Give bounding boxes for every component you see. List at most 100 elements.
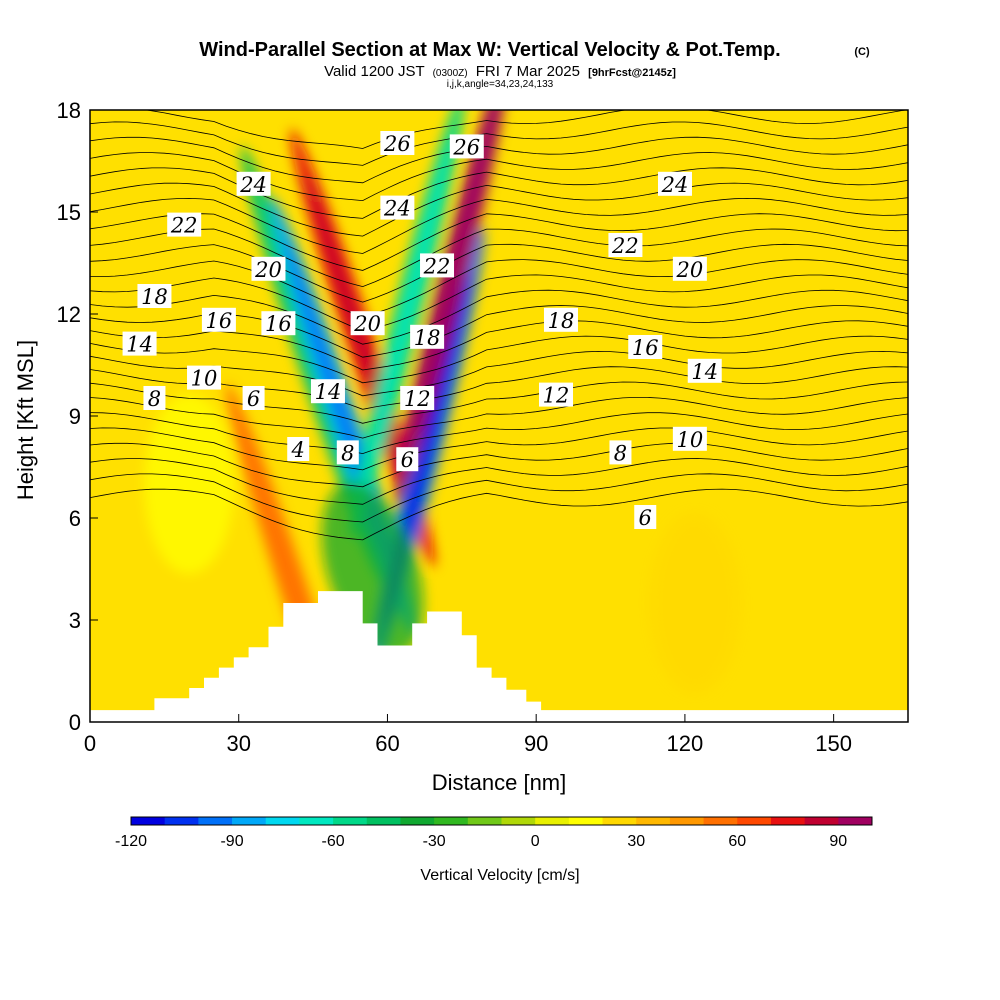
colorbar-swatch — [198, 817, 233, 825]
theta-contour-label: 8 — [143, 386, 166, 411]
theta-contour-label: 10 — [187, 365, 222, 391]
y-axis-label: Height [Kft MSL] — [13, 340, 38, 500]
svg-text:22: 22 — [611, 234, 639, 258]
theta-contour-line — [90, 427, 908, 471]
theta-contour-label: 18 — [137, 284, 172, 309]
theta-contour-line — [90, 213, 908, 271]
theta-contour-label: 18 — [543, 307, 578, 333]
theta-contour-label: 26 — [449, 134, 484, 159]
colorbar-swatch — [366, 817, 401, 825]
theta-contour-line — [90, 350, 908, 397]
theta-contour-line — [90, 289, 908, 345]
colorbar-tick-label: 0 — [531, 833, 540, 850]
subtitle-date: FRI 7 Mar 2025 — [476, 63, 580, 80]
svg-text:18: 18 — [548, 309, 575, 333]
colorbar: -120 -90 -60 -30 0 30 60 90 — [115, 816, 873, 850]
theta-contour-label: 24 — [657, 171, 692, 197]
colorbar-tick-label: -120 — [115, 833, 147, 850]
theta-contour-line — [90, 397, 908, 439]
chart-subtitle: Valid 1200 JST (0300Z) FRI 7 Mar 2025 [9… — [324, 63, 676, 80]
x-tick-label: 0 — [84, 731, 96, 756]
velocity-core-inner — [362, 135, 453, 493]
theta-contour-line — [90, 274, 908, 332]
theta-contour-line — [90, 197, 908, 254]
colorbar-swatch — [636, 817, 671, 825]
svg-text:12: 12 — [404, 387, 431, 411]
velocity-core-inner — [305, 172, 420, 524]
theta-contour-label: 22 — [608, 233, 643, 258]
svg-text:20: 20 — [353, 312, 381, 336]
colorbar-swatch — [434, 817, 469, 825]
y-tick-label: 6 — [69, 506, 81, 531]
colorbar-swatch — [838, 817, 873, 825]
colorbar-swatch — [501, 817, 536, 825]
title-mark: (C) — [854, 46, 870, 58]
svg-text:24: 24 — [383, 197, 411, 221]
svg-text:10: 10 — [676, 428, 703, 452]
y-tick-label: 18 — [57, 98, 81, 123]
svg-text:26: 26 — [383, 132, 411, 156]
theta-contour-line — [90, 136, 908, 184]
svg-text:16: 16 — [265, 312, 292, 336]
svg-text:6: 6 — [401, 448, 414, 472]
theta-contour-line — [90, 488, 908, 541]
theta-contours — [90, 110, 908, 541]
colorbar-swatch — [265, 817, 300, 825]
theta-contour-line — [90, 182, 908, 237]
theta-contour-line — [144, 110, 908, 149]
svg-text:24: 24 — [661, 173, 689, 197]
x-tick-label: 120 — [667, 731, 704, 756]
svg-text:26: 26 — [452, 135, 480, 159]
plot-area: 26 26 24 24 24 22 22 22 20 20 20 18 18 18 16 16 16 14 14 14… — [90, 110, 908, 722]
theta-contour-label: 18 — [410, 324, 445, 350]
svg-text:8: 8 — [614, 441, 627, 465]
y-tick-label: 15 — [57, 200, 81, 225]
svg-text:4: 4 — [291, 438, 305, 462]
theta-contour-label: 8 — [336, 440, 359, 465]
theta-contour-label: 24 — [236, 171, 271, 197]
y-tick-label: 0 — [69, 710, 81, 735]
colorbar-swatch — [737, 817, 772, 825]
colorbar-swatch — [602, 817, 637, 825]
svg-text:22: 22 — [170, 214, 198, 238]
theta-contour-label: 16 — [628, 335, 663, 360]
terrain — [90, 591, 908, 722]
theta-contour-label: 8 — [609, 440, 632, 465]
theta-contour-line — [90, 228, 908, 288]
svg-text:22: 22 — [423, 254, 451, 278]
svg-text:16: 16 — [632, 336, 659, 360]
colorbar-swatch — [804, 817, 839, 825]
subtitle-forecast: [9hrFcst@2145z] — [588, 67, 676, 79]
theta-contour-line — [90, 259, 908, 318]
svg-text:16: 16 — [206, 309, 233, 333]
colorbar-swatch — [333, 817, 368, 825]
theta-contour-line — [90, 381, 908, 424]
chart-title: Wind-Parallel Section at Max W: Vertical… — [199, 39, 780, 61]
colorbar-swatch — [669, 817, 705, 825]
colorbar-swatch — [400, 817, 435, 825]
y-tick-label: 9 — [69, 404, 81, 429]
theta-contour-line — [90, 167, 908, 219]
theta-contour-label: 14 — [310, 379, 345, 404]
colorbar-swatch — [131, 817, 166, 825]
x-tick-label: 60 — [375, 731, 399, 756]
chart-indices: i,j,k,angle=34,23,24,133 — [447, 79, 554, 90]
colorbar-tick-label: -60 — [322, 833, 345, 850]
colorbar-tick-label: 90 — [829, 833, 847, 850]
theta-contour-line — [90, 243, 908, 303]
svg-text:8: 8 — [148, 387, 161, 411]
axis-ticks: 0 30 60 90 120 150 0 3 6 9 12 15 18 — [57, 98, 852, 756]
theta-contour-label: 16 — [201, 307, 236, 333]
x-tick-label: 90 — [524, 731, 548, 756]
colorbar-swatch — [770, 817, 806, 825]
svg-text:14: 14 — [315, 380, 342, 404]
colorbar-tick-label: 30 — [627, 833, 645, 850]
svg-text:12: 12 — [543, 384, 570, 408]
svg-text:10: 10 — [191, 367, 218, 391]
theta-contour-label: 14 — [687, 358, 722, 384]
x-tick-label: 150 — [815, 731, 852, 756]
svg-text:20: 20 — [675, 258, 703, 282]
theta-contour-label: 12 — [539, 382, 574, 408]
subtitle-valid: Valid 1200 JST — [324, 63, 424, 80]
